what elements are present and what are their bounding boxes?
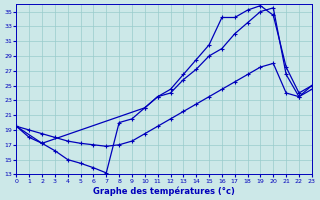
X-axis label: Graphe des températures (°c): Graphe des températures (°c) (93, 186, 235, 196)
